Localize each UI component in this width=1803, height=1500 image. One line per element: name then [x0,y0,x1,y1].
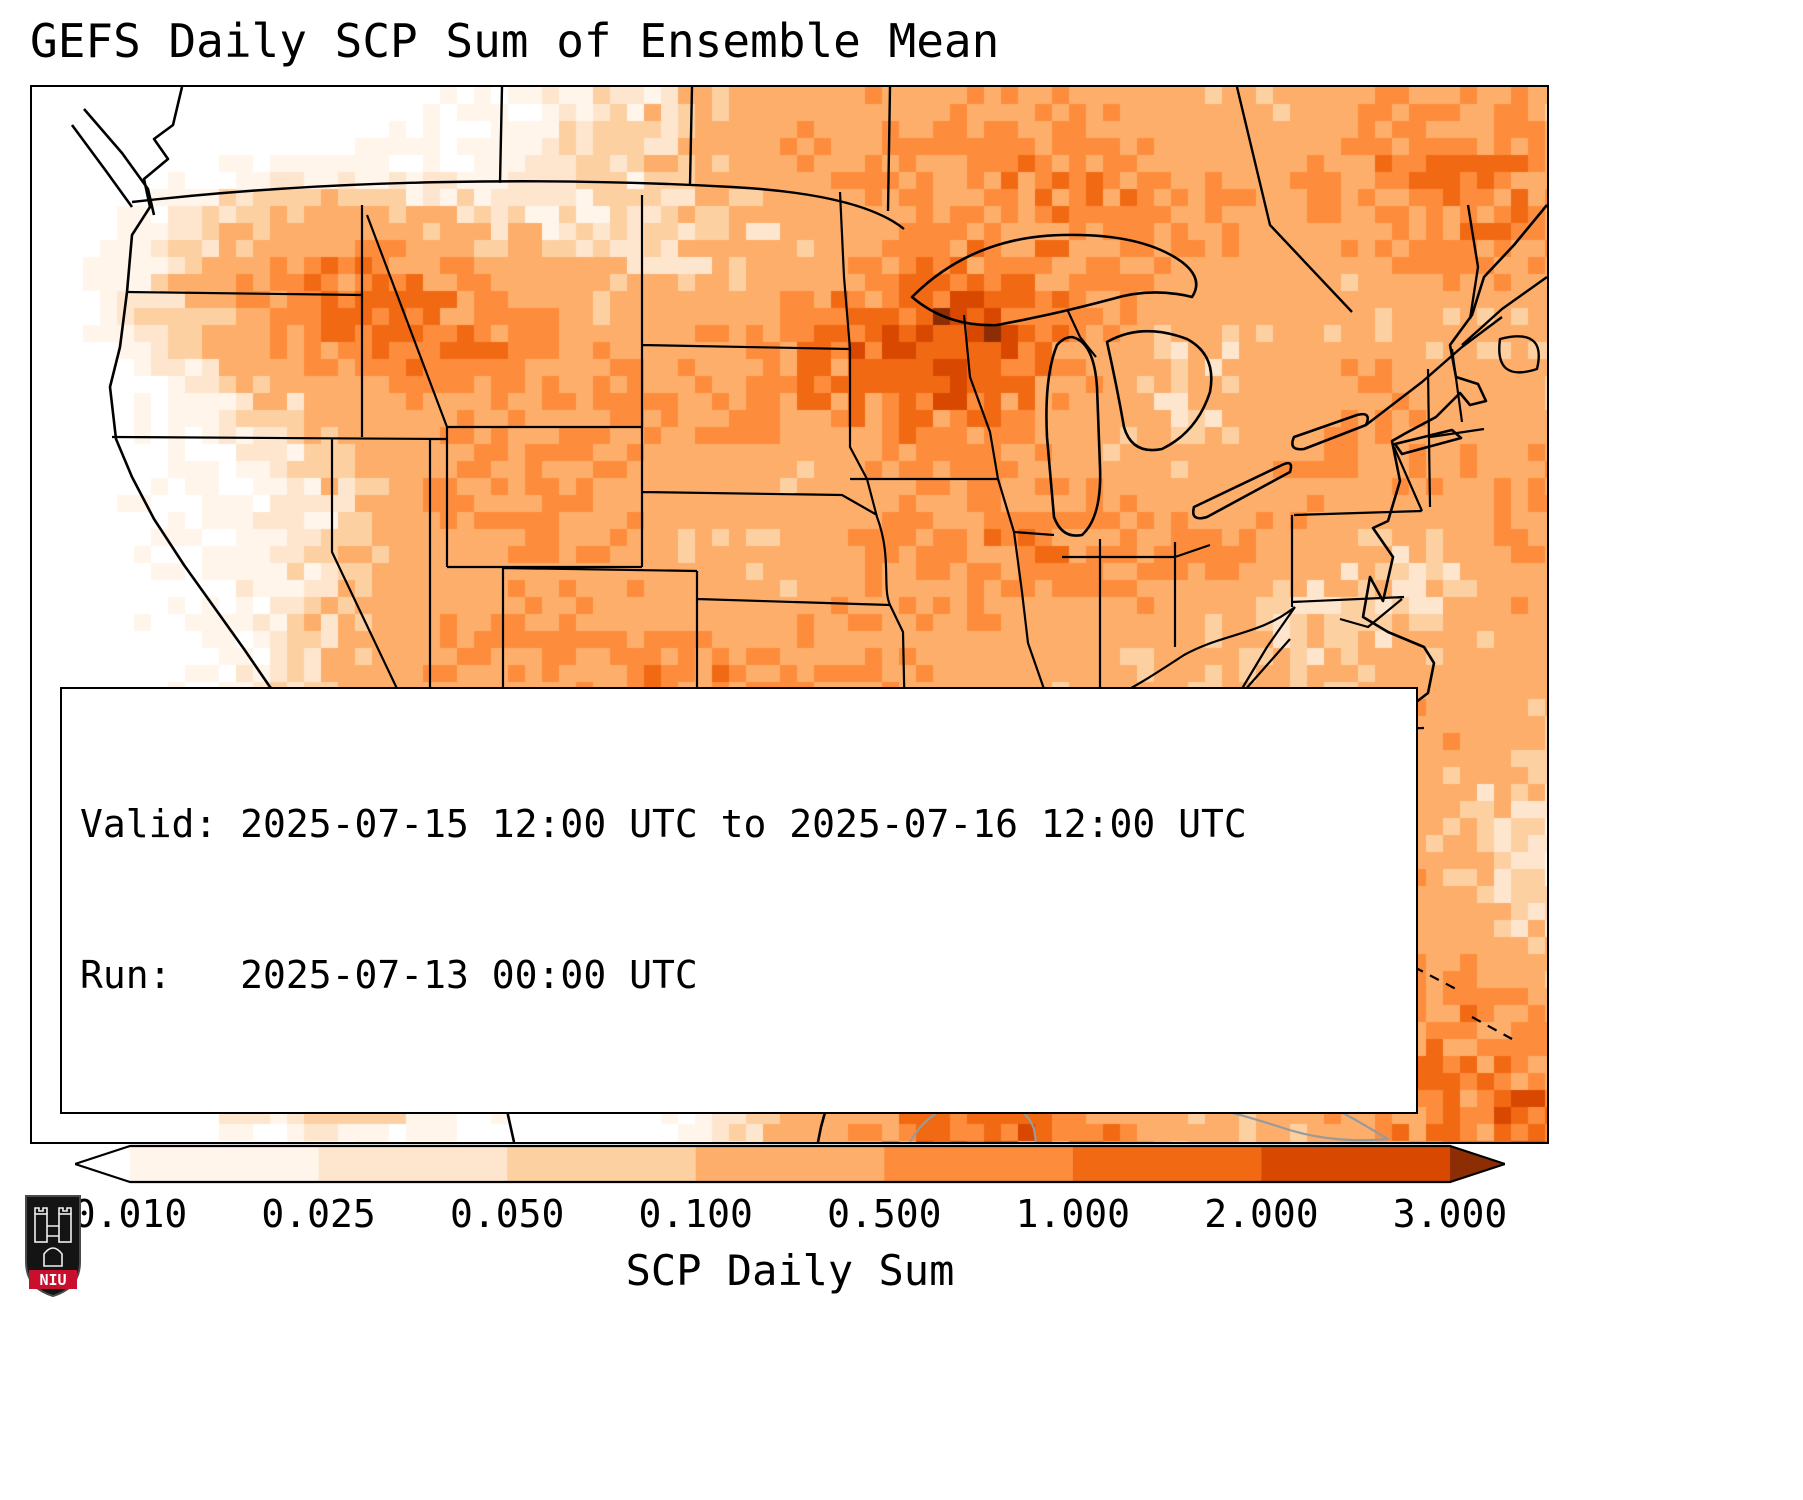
colorbar-segment [507,1146,697,1182]
colorbar-label: SCP Daily Sum [625,1246,955,1295]
colorbar-tick-label: 0.025 [261,1192,376,1236]
colorbar-tick-label: 0.050 [449,1192,565,1236]
colorbar-segment [1261,1146,1451,1182]
valid-time-text: Valid: 2025-07-15 12:00 UTC to 2025-07-1… [80,802,1247,847]
colorbar-tick-label: 0.010 [72,1192,188,1236]
colorbar-segment [884,1146,1074,1182]
colorbar-tick-label: 1.000 [1015,1192,1131,1236]
colorbar-tick-label: 0.100 [638,1192,753,1236]
colorbar-segment [695,1146,885,1182]
niu-castle-icon [34,1207,72,1267]
colorbar-tick-label: 2.000 [1204,1192,1319,1236]
map-frame: Valid: 2025-07-15 12:00 UTC to 2025-07-1… [30,85,1549,1144]
great-lakes [910,233,1369,537]
colorbar-ticks: 0.010 0.025 0.050 0.100 0.500 1.000 2.000 3.000 [0,1192,1803,1240]
colorbar-svg [71,1144,1509,1184]
page-title: GEFS Daily SCP Sum of Ensemble Mean [30,14,1000,68]
run-time-text: Run: 2025-07-13 00:00 UTC [80,952,698,997]
colorbar [71,1144,1509,1184]
colorbar-segment [130,1146,320,1182]
niu-banner [29,1270,77,1289]
info-box: Valid: 2025-07-15 12:00 UTC to 2025-07-1… [60,686,1418,1114]
colorbar-outline [71,1144,1509,1184]
colorbar-segment [1072,1146,1263,1182]
colorbar-over-arrow [1450,1146,1505,1182]
niu-logo: NIU [25,1195,81,1298]
colorbar-segment [318,1146,508,1182]
colorbar-tick-label: 3.000 [1392,1192,1508,1236]
colorbar-under-arrow [75,1146,130,1182]
colorbar-tick-label: 0.500 [827,1192,942,1236]
niu-logo-text: NIU [39,1271,66,1289]
canada-borders [131,87,1547,426]
